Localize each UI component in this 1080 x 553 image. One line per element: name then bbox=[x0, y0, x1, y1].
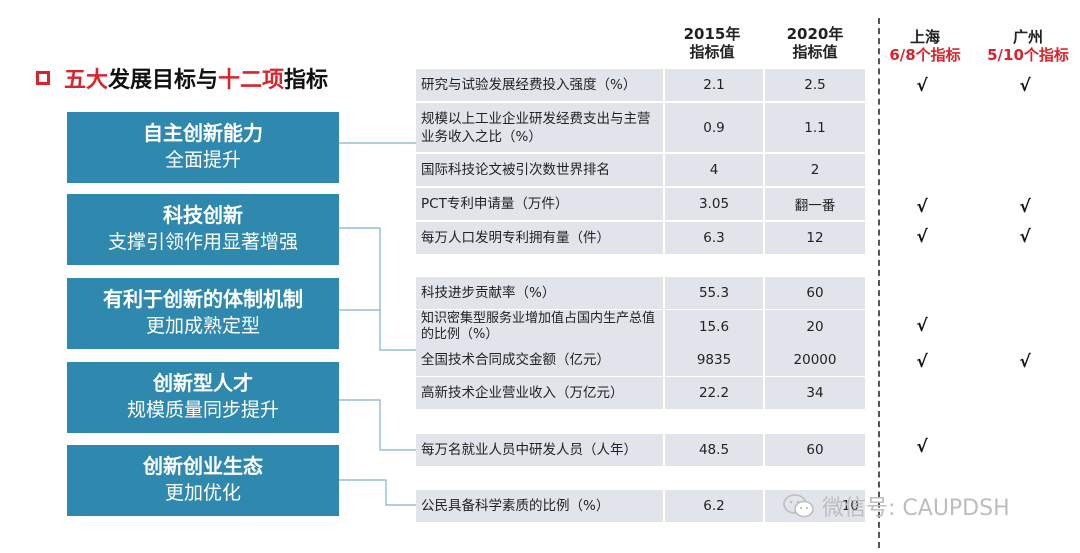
connector-goal-4 bbox=[339, 399, 416, 451]
table-row: 科技进步贡献率（%） 55.3 60 bbox=[416, 277, 865, 309]
value-2020: 12 bbox=[765, 222, 865, 254]
goal-subtitle: 更加优化 bbox=[164, 482, 241, 504]
city-count: 5/10个指标 bbox=[987, 46, 1069, 64]
goal-title: 有利于创新的体制机制 bbox=[103, 287, 303, 311]
header-2020-line2: 指标值 bbox=[792, 43, 838, 61]
value-2015: 2.1 bbox=[665, 69, 763, 101]
shanghai-check: √ bbox=[916, 197, 928, 217]
value-2015: 55.3 bbox=[665, 277, 763, 309]
indicator-name: 全国技术合同成交金额（亿元） bbox=[416, 344, 663, 376]
shanghai-check: √ bbox=[916, 227, 928, 247]
value-2020: 60 bbox=[765, 434, 865, 466]
header-2020-line1: 2020年 bbox=[786, 25, 844, 43]
header-2020: 2020年 指标值 bbox=[775, 25, 855, 61]
table-row: 研究与试验发展经费投入强度（%） 2.1 2.5 bbox=[416, 69, 865, 101]
value-2015: 4 bbox=[665, 154, 763, 186]
indicator-name: 高新技术企业营业收入（万亿元） bbox=[416, 377, 663, 409]
value-2015: 6.3 bbox=[665, 222, 763, 254]
header-2015: 2015年 指标值 bbox=[672, 25, 752, 61]
page-title: 五大 发展目标与 十二项 指标 bbox=[36, 62, 328, 94]
goal-subtitle: 全面提升 bbox=[164, 149, 241, 171]
city-count: 6/8个指标 bbox=[889, 46, 961, 64]
table-row: 每万人口发明专利拥有量（件） 6.3 12 bbox=[416, 222, 865, 254]
header-2015-line2: 指标值 bbox=[689, 43, 735, 61]
value-2015: 6.2 bbox=[665, 490, 763, 522]
indicator-name: 知识密集型服务业增加值占国内生产总值的比例（%） bbox=[416, 310, 663, 344]
title-part-4: 指标 bbox=[284, 68, 329, 93]
guangzhou-check: √ bbox=[1019, 352, 1031, 372]
table-row: 公民具备科学素质的比例（%） 6.2 10 bbox=[416, 490, 865, 522]
header-shanghai: 上海 6/8个指标 bbox=[880, 28, 970, 64]
title-part-red-1: 五大 bbox=[64, 68, 109, 93]
value-2015: 15.6 bbox=[665, 310, 763, 344]
value-2020: 20000 bbox=[765, 344, 865, 376]
title-part-red-3: 十二项 bbox=[218, 68, 285, 93]
indicator-name: 规模以上工业企业研发经费支出与主营业务收入之比（%） bbox=[416, 103, 663, 152]
value-2015: 22.2 bbox=[665, 377, 763, 409]
value-2020: 34 bbox=[765, 377, 865, 409]
value-2015: 0.9 bbox=[665, 103, 763, 152]
table-row: 规模以上工业企业研发经费支出与主营业务收入之比（%） 0.9 1.1 bbox=[416, 103, 865, 152]
watermark: 微信号: CAUPDSH bbox=[782, 490, 1010, 522]
goal-box-3: 有利于创新的体制机制 更加成熟定型 bbox=[67, 278, 339, 349]
goal-subtitle: 支撑引领作用显著增强 bbox=[107, 231, 298, 253]
goal-title: 创新创业生态 bbox=[143, 454, 263, 478]
goal-title: 自主创新能力 bbox=[143, 121, 263, 145]
connector-goal-2 bbox=[339, 227, 416, 351]
value-2020: 翻一番 bbox=[765, 188, 865, 220]
goal-box-5: 创新创业生态 更加优化 bbox=[67, 445, 339, 516]
table-row: 知识密集型服务业增加值占国内生产总值的比例（%） 15.6 20 bbox=[416, 310, 865, 344]
header-guangzhou: 广州 5/10个指标 bbox=[978, 28, 1078, 64]
value-2015: 3.05 bbox=[665, 188, 763, 220]
goal-box-2: 科技创新 支撑引领作用显著增强 bbox=[67, 194, 339, 265]
indicator-name: 公民具备科学素质的比例（%） bbox=[416, 490, 663, 522]
table-row: 每万名就业人员中研发人员（人年） 48.5 60 bbox=[416, 434, 865, 466]
indicator-name: 科技进步贡献率（%） bbox=[416, 277, 663, 309]
shanghai-check: √ bbox=[916, 316, 928, 336]
header-2015-line1: 2015年 bbox=[683, 25, 741, 43]
watermark-text: 微信号: CAUPDSH bbox=[822, 496, 1010, 521]
indicator-name: 每万人口发明专利拥有量（件） bbox=[416, 222, 663, 254]
table-row: PCT专利申请量（万件） 3.05 翻一番 bbox=[416, 188, 865, 220]
value-2020: 60 bbox=[765, 277, 865, 309]
goal-subtitle: 更加成熟定型 bbox=[145, 315, 260, 337]
value-2020: 10 bbox=[765, 490, 865, 522]
table-row: 国际科技论文被引次数世界排名 4 2 bbox=[416, 154, 865, 186]
indicator-name: 每万名就业人员中研发人员（人年） bbox=[416, 434, 663, 466]
square-bullet-icon bbox=[36, 71, 50, 85]
goal-box-4: 创新型人才 规模质量同步提升 bbox=[67, 362, 339, 433]
value-2020: 2 bbox=[765, 154, 865, 186]
table-row: 全国技术合同成交金额（亿元） 9835 20000 bbox=[416, 344, 865, 376]
dashed-divider bbox=[878, 18, 880, 548]
goal-title: 科技创新 bbox=[163, 203, 243, 227]
goal-subtitle: 规模质量同步提升 bbox=[126, 399, 279, 421]
indicator-name: PCT专利申请量（万件） bbox=[416, 188, 663, 220]
connector-goal-5 bbox=[339, 479, 416, 506]
table-row: 高新技术企业营业收入（万亿元） 22.2 34 bbox=[416, 377, 865, 409]
city-name: 上海 bbox=[909, 28, 940, 46]
city-name: 广州 bbox=[1012, 28, 1043, 46]
indicator-name: 研究与试验发展经费投入强度（%） bbox=[416, 69, 663, 101]
guangzhou-check: √ bbox=[1019, 76, 1031, 96]
shanghai-check: √ bbox=[916, 437, 928, 457]
value-2020: 20 bbox=[765, 310, 865, 344]
goal-title: 创新型人才 bbox=[153, 371, 253, 395]
indicator-name: 国际科技论文被引次数世界排名 bbox=[416, 154, 663, 186]
guangzhou-check: √ bbox=[1019, 227, 1031, 247]
shanghai-check: √ bbox=[916, 352, 928, 372]
shanghai-check: √ bbox=[916, 76, 928, 96]
value-2020: 2.5 bbox=[765, 69, 865, 101]
value-2015: 9835 bbox=[665, 344, 763, 376]
goal-box-1: 自主创新能力 全面提升 bbox=[67, 112, 339, 183]
title-part-2: 发展目标与 bbox=[108, 68, 219, 93]
guangzhou-check: √ bbox=[1019, 197, 1031, 217]
wechat-icon bbox=[783, 494, 814, 518]
value-2020: 1.1 bbox=[765, 103, 865, 152]
value-2015: 48.5 bbox=[665, 434, 763, 466]
